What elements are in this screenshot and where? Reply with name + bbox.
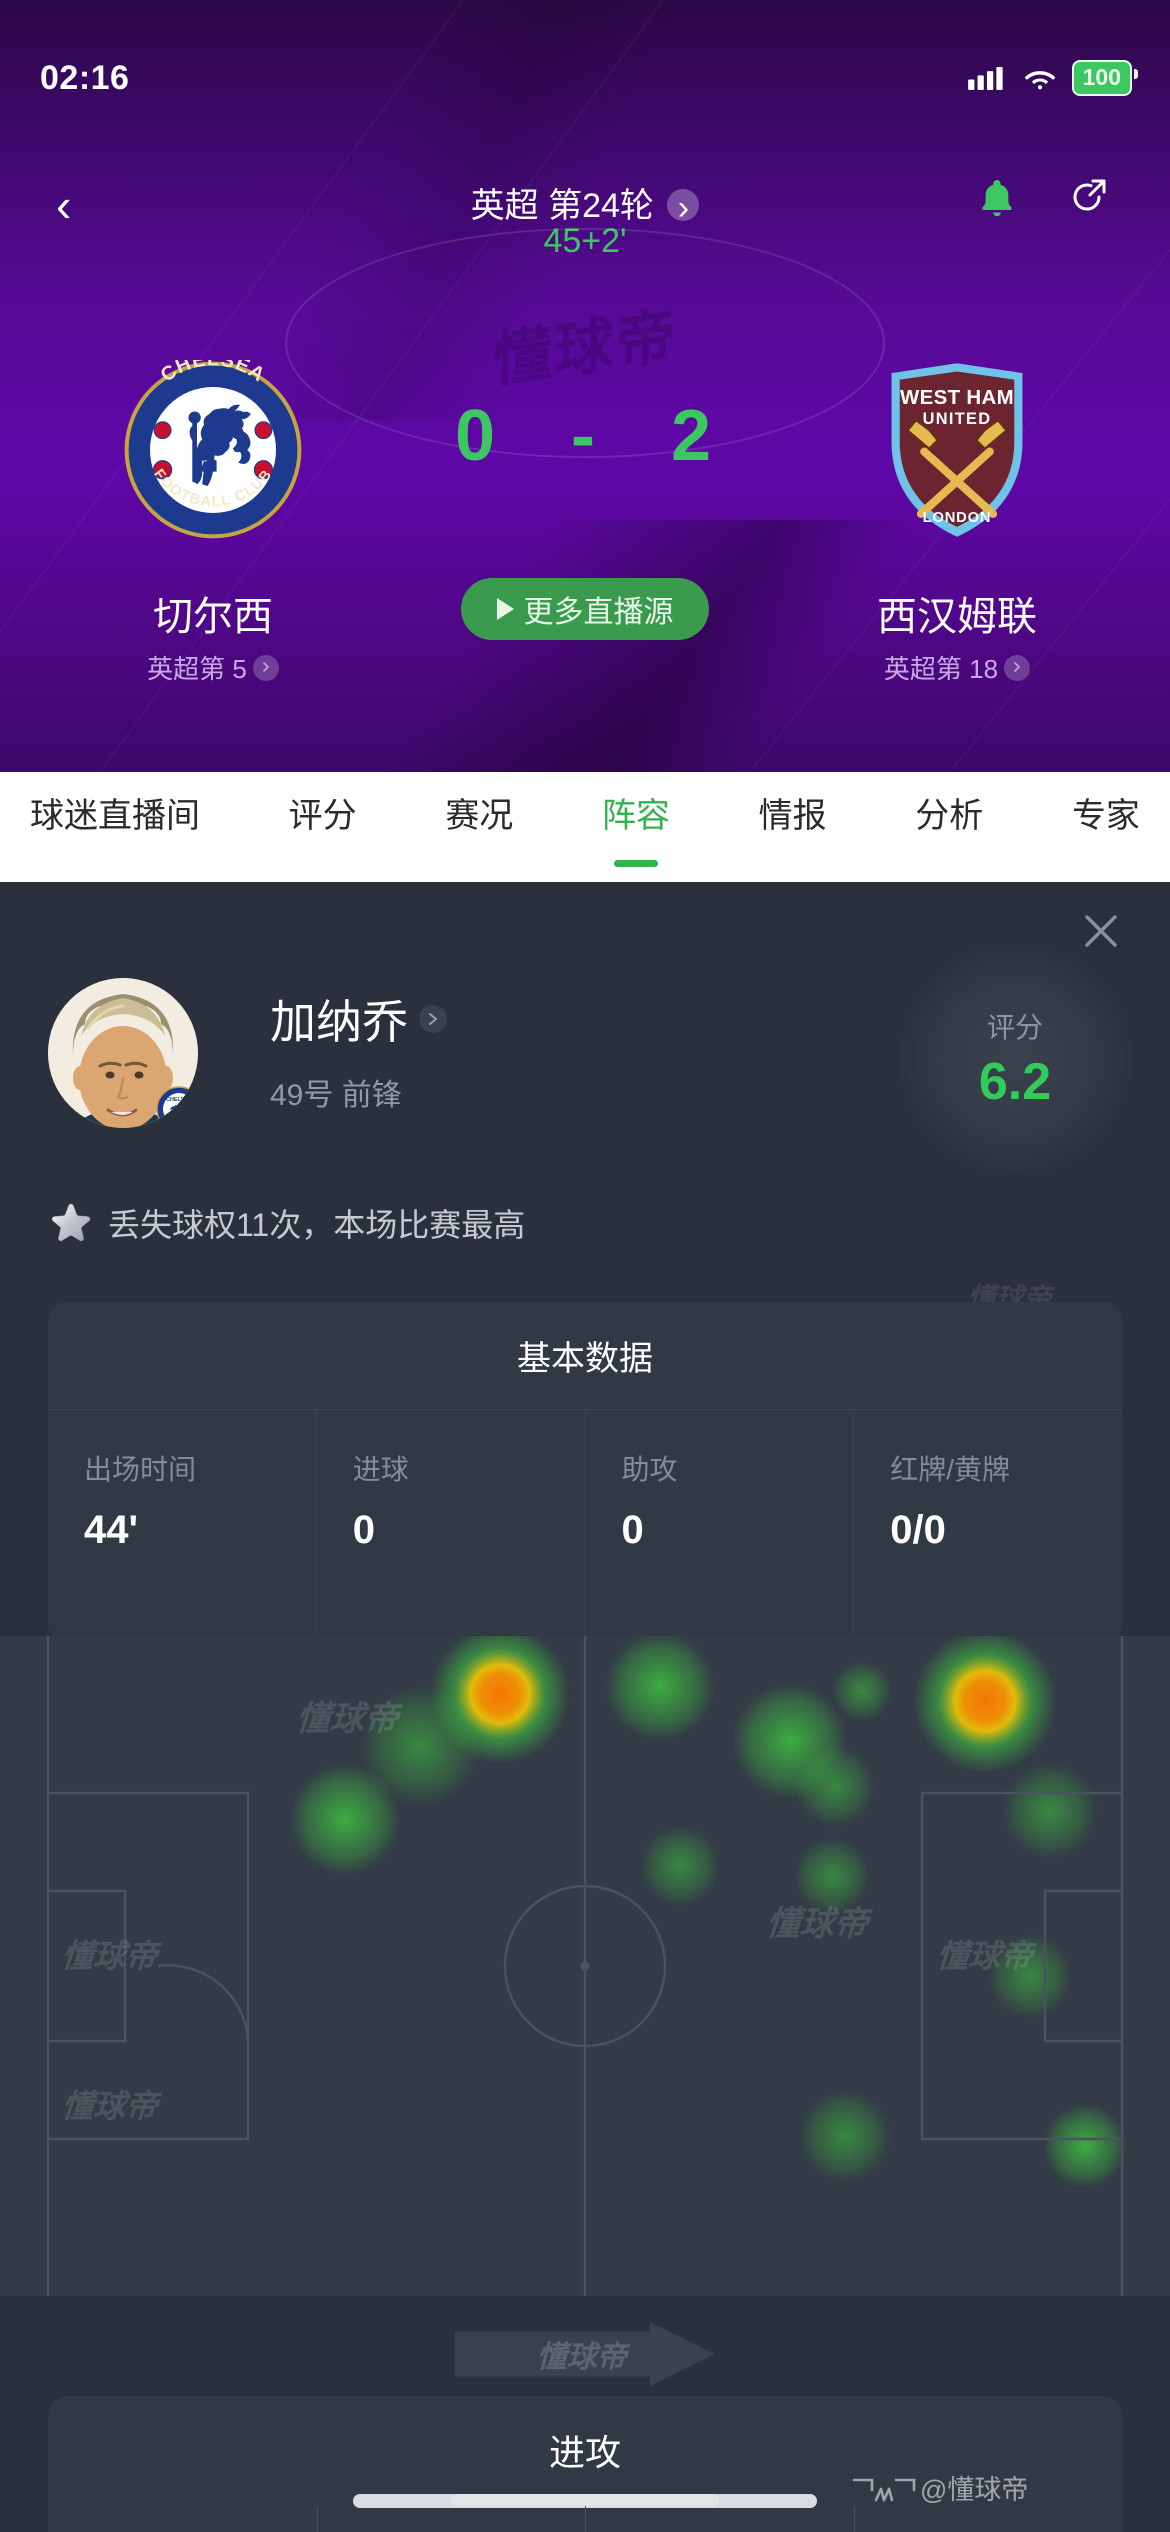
svg-text:UNITED: UNITED xyxy=(923,410,992,428)
svg-text:@懂球帝: @懂球帝 xyxy=(920,2475,1028,2505)
svg-text:CHELSEA: CHELSEA xyxy=(166,1097,192,1103)
svg-text:LONDON: LONDON xyxy=(923,510,992,526)
svg-text:WEST HAM: WEST HAM xyxy=(900,386,1014,409)
svg-text:FOOTBALL CLUB: FOOTBALL CLUB xyxy=(162,1124,196,1128)
